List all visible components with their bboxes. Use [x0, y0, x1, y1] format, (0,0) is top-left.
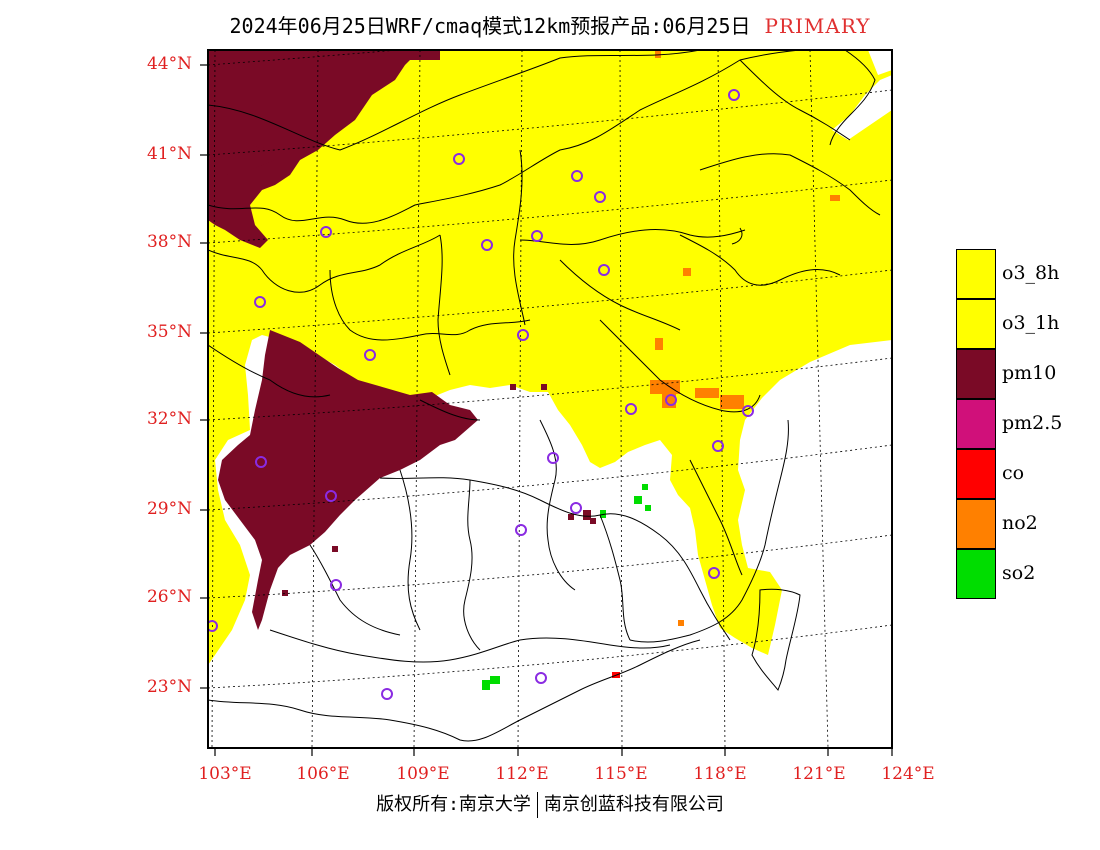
legend-label: pm10 [1002, 362, 1057, 384]
legend-item-so2: so2 [956, 549, 1096, 599]
title-tag: PRIMARY [764, 14, 871, 38]
map-title: 2024年06月25日WRF/cmaq模式12km预报产品:06月25日 PRIM… [0, 10, 1100, 39]
map-frame [207, 49, 893, 749]
lon-label-124: 124°E [881, 764, 935, 784]
legend-swatch [956, 499, 996, 549]
legend-swatch [956, 249, 996, 299]
copyright-company: 南京创蓝科技有限公司 [543, 794, 724, 815]
legend-swatch [956, 449, 996, 499]
legend-item-co: co [956, 449, 1096, 499]
pm10-region-south [218, 330, 478, 630]
lon-label-112: 112°E [495, 764, 549, 784]
legend-label: co [1002, 462, 1025, 484]
legend-item-o3-8h: o3_8h [956, 249, 1096, 299]
lat-label-23: 23°N [146, 677, 192, 697]
boundaries [208, 50, 881, 742]
legend-item-pm25: pm2.5 [956, 399, 1096, 449]
lat-label-32: 32°N [146, 409, 192, 429]
legend-label: no2 [1002, 512, 1038, 534]
lat-label-29: 29°N [146, 499, 192, 519]
o3-region [208, 50, 892, 665]
lat-label-26: 26°N [146, 587, 192, 607]
lon-label-103: 103°E [198, 764, 252, 784]
legend-label: o3_1h [1002, 312, 1060, 334]
lat-label-41: 41°N [146, 144, 192, 164]
lon-label-109: 109°E [396, 764, 450, 784]
copyright-owner: 版权所有:南京大学 [376, 794, 531, 815]
legend-item-pm10: pm10 [956, 349, 1096, 399]
legend-label: so2 [1002, 562, 1036, 584]
lon-label-106: 106°E [296, 764, 350, 784]
legend-swatch [956, 299, 996, 349]
title-main: 2024年06月25日WRF/cmaq模式12km预报产品:06月25日 [229, 14, 751, 38]
legend-label: pm2.5 [1002, 412, 1063, 434]
station-markers [208, 89, 754, 700]
pm10-region-north [208, 50, 420, 248]
legend-item-o3-1h: o3_1h [956, 299, 1096, 349]
legend-swatch [956, 399, 996, 449]
legend-label: o3_8h [1002, 262, 1060, 284]
no2-spots [650, 50, 840, 626]
lat-label-44: 44°N [146, 54, 192, 74]
legend-swatch [956, 349, 996, 399]
lat-label-35: 35°N [146, 322, 192, 342]
footer-divider [536, 792, 538, 818]
copyright-footer: 版权所有:南京大学 南京创蓝科技有限公司 [0, 790, 1100, 818]
legend-item-no2: no2 [956, 499, 1096, 549]
lon-label-118: 118°E [693, 764, 747, 784]
lon-label-121: 121°E [792, 764, 846, 784]
lon-label-115: 115°E [594, 764, 648, 784]
lat-label-38: 38°N [146, 232, 192, 252]
legend-swatch [956, 549, 996, 599]
